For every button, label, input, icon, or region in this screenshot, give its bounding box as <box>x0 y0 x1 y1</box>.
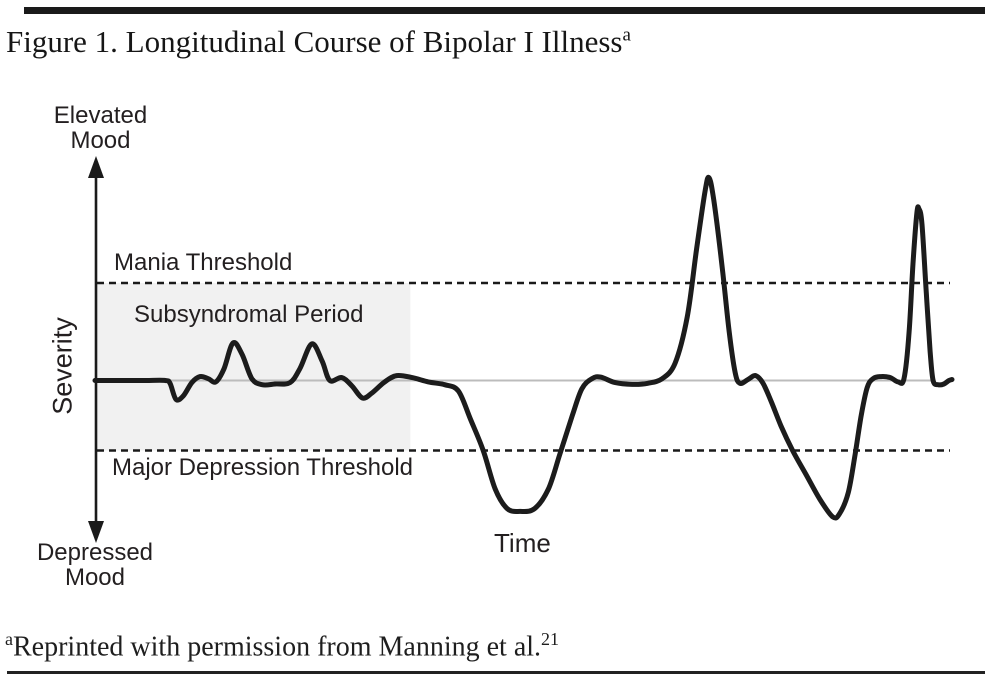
footnote-superscript: a <box>5 629 13 649</box>
mood-severity-curve <box>92 174 955 521</box>
figure-title-superscript: a <box>622 24 631 46</box>
major-depression-threshold-label: Major Depression Threshold <box>112 454 414 481</box>
footnote-text: Reprinted with permission from Manning e… <box>13 631 542 663</box>
figure-title: Figure 1. Longitudinal Course of Bipolar… <box>6 24 631 60</box>
severity-axis-down-arrowhead-icon <box>88 521 104 543</box>
top-rule <box>24 7 985 14</box>
time-axis-label: Time <box>494 528 551 558</box>
severity-axis-label: Severity <box>47 317 78 415</box>
subsyndromal-region-shading <box>97 283 411 451</box>
mania-threshold-label: Mania Threshold <box>114 249 293 276</box>
footnote-reference-number: 21 <box>541 629 560 649</box>
bottom-rule <box>7 671 985 674</box>
figure-title-text: Figure 1. Longitudinal Course of Bipolar… <box>6 24 623 59</box>
severity-axis-up-arrowhead-icon <box>88 156 104 178</box>
elevated-mood-label: Elevated Mood <box>53 102 148 154</box>
figure-footnote: aReprinted with permission from Manning … <box>5 629 559 663</box>
depressed-mood-label: Depressed Mood <box>36 539 154 591</box>
subsyndromal-period-label: Subsyndromal Period <box>134 301 364 328</box>
